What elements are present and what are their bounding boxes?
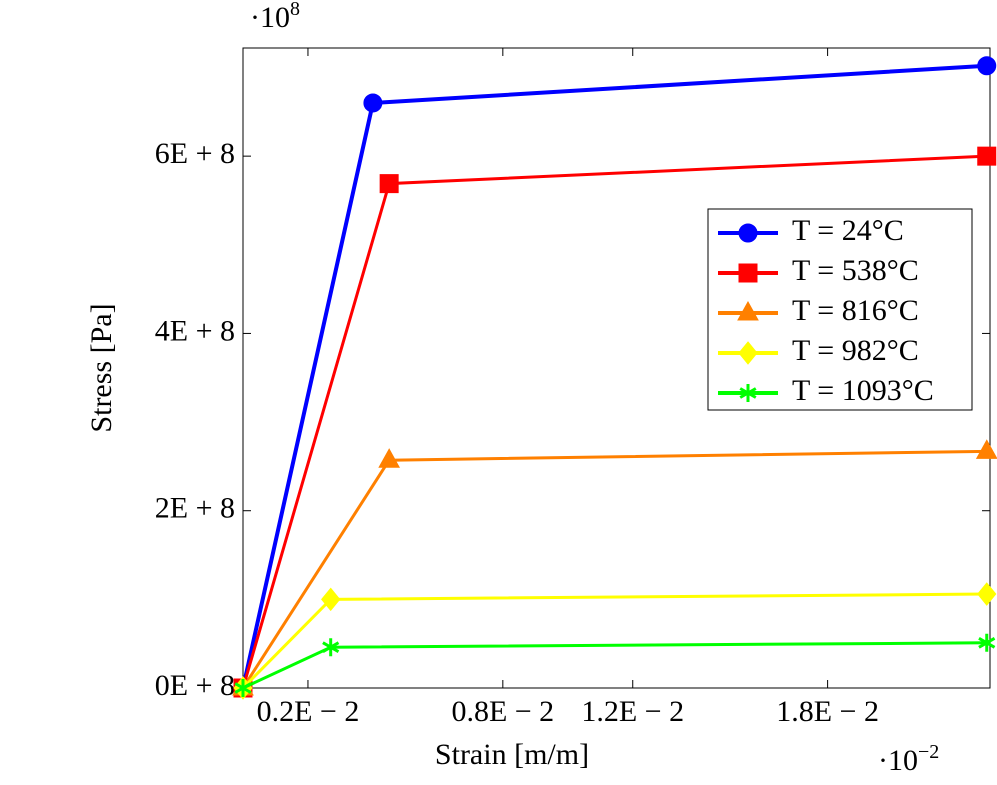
marker	[975, 439, 997, 459]
legend-label: T = 816°C	[792, 294, 919, 327]
series-line	[241, 592, 987, 690]
marker	[379, 174, 399, 194]
x-axis-label: Strain [m/m]	[435, 738, 589, 771]
marker	[378, 448, 401, 468]
y-multiplier: ·108	[250, 0, 300, 34]
legend-label: T = 982°C	[792, 334, 919, 367]
marker	[738, 223, 758, 243]
marker	[739, 384, 757, 402]
marker	[322, 638, 340, 657]
series-line	[242, 641, 987, 690]
legend-label: T = 24°C	[792, 214, 904, 247]
y-tick-label: 6E + 8	[155, 137, 235, 170]
x-multiplier-exponent: −2	[918, 741, 939, 763]
legend: T = 24°C T = 538°C T = 816°C T = 982°C T = 1…	[707, 208, 973, 411]
y-multiplier-exponent: 8	[290, 0, 300, 20]
marker	[234, 679, 252, 697]
marker	[738, 341, 758, 365]
marker	[321, 587, 341, 612]
series-line	[241, 449, 987, 689]
y-tick-label: 2E + 8	[155, 492, 235, 525]
marker	[977, 56, 997, 76]
x-tick-label: 0.8E − 2	[451, 695, 554, 728]
plot-frame	[242, 47, 991, 689]
marker	[977, 146, 997, 166]
x-tick-label: 1.2E − 2	[581, 695, 684, 728]
x-multiplier: ·10−2	[878, 741, 939, 777]
legend-label: T = 538°C	[792, 254, 919, 287]
y-multiplier-base: ·10	[250, 1, 290, 34]
x-multiplier-base: ·10	[878, 744, 918, 777]
legend-label: T = 1093°C	[792, 374, 934, 407]
x-tick-label: 0.2E − 2	[257, 695, 360, 728]
marker	[978, 633, 996, 652]
y-tick-label: 4E + 8	[155, 314, 235, 347]
marker	[738, 263, 758, 283]
marker	[363, 93, 383, 113]
y-axis-label: Stress [Pa]	[85, 303, 118, 432]
y-tick-label: 0E + 8	[155, 669, 235, 702]
x-tick-label: 1.8E − 2	[776, 695, 879, 728]
marker	[977, 582, 997, 606]
marker	[737, 300, 759, 321]
